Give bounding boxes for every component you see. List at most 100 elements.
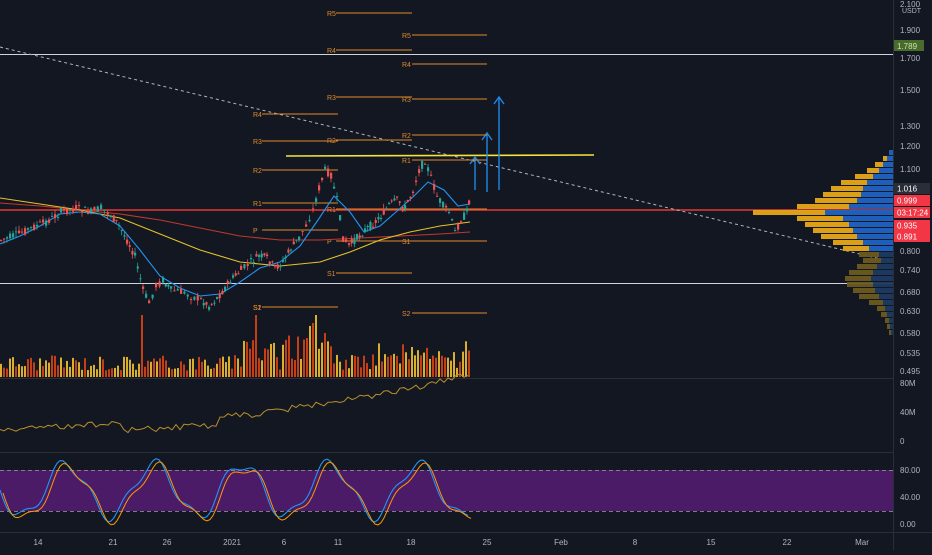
price-tag-text: 0.891 <box>897 233 918 242</box>
candle-body <box>126 239 129 244</box>
volume-bar <box>195 369 197 377</box>
stoch-tick-label: 0.00 <box>900 520 916 529</box>
stoch-d-line <box>2 461 472 526</box>
volume-profile-bar <box>873 174 893 179</box>
volume-bar <box>432 355 434 377</box>
pivot-label: R1 <box>327 207 336 214</box>
volume-bar <box>444 357 446 377</box>
volume-bar <box>27 359 29 377</box>
volume-bar <box>135 369 137 377</box>
candle-body <box>353 238 356 244</box>
candle-body <box>282 260 285 262</box>
candle-body <box>348 243 351 245</box>
volume-profile-bar <box>869 300 883 305</box>
indicator-value: 1.789 <box>897 42 918 51</box>
volume-bar <box>57 365 59 377</box>
candle-body <box>342 236 345 242</box>
volume-bar <box>246 341 248 377</box>
volume-profile-bar <box>887 156 893 161</box>
volume-bar <box>12 357 14 377</box>
candle-body <box>330 172 333 179</box>
candle-body <box>268 261 271 265</box>
candle-body <box>218 293 221 299</box>
price-tag <box>894 231 930 242</box>
candle-body <box>75 205 78 211</box>
candle-body <box>170 286 173 289</box>
volume-bar <box>204 359 206 377</box>
candle-body <box>57 216 60 218</box>
candle-body <box>142 286 145 289</box>
volume-bar <box>213 367 215 377</box>
candle-body <box>90 208 93 212</box>
candle-body <box>210 303 213 305</box>
volume-profile-bar <box>891 330 893 335</box>
volume-bar <box>324 332 326 377</box>
candle-body <box>232 275 235 278</box>
candle-body <box>24 228 27 235</box>
volume-bar <box>321 342 323 377</box>
candle-body <box>110 216 113 218</box>
candle-body <box>123 235 126 237</box>
volume-bar <box>381 361 383 377</box>
volume-bar <box>285 339 287 377</box>
price-tick-label: 0.535 <box>900 349 921 358</box>
volume-profile-bar <box>797 216 843 221</box>
volume-bar <box>453 352 455 377</box>
volume-bar <box>255 315 257 377</box>
volume-bar <box>138 363 140 377</box>
yellow-resistance-line[interactable] <box>285 154 595 157</box>
trendline-dashed[interactable] <box>0 46 894 263</box>
volume-bar <box>339 361 341 377</box>
volume-profile-bar <box>873 270 893 275</box>
candle-body <box>136 266 139 269</box>
volume-profile-bar <box>889 330 891 335</box>
volume-bar <box>270 343 272 377</box>
candle-body <box>30 226 33 228</box>
volume-bar <box>96 369 98 377</box>
volume-bar <box>117 365 119 377</box>
volume-profile-bar <box>879 252 893 257</box>
candle-body <box>274 264 277 267</box>
volume-bar <box>252 340 254 377</box>
candle-body <box>409 197 412 199</box>
candle-body <box>234 273 237 276</box>
volume-bar <box>417 350 419 377</box>
volume-bar <box>9 358 11 377</box>
volume-bar <box>0 363 2 377</box>
volume-bar <box>315 315 317 377</box>
candle-body <box>308 219 311 222</box>
volume-bar <box>363 355 365 377</box>
candle-body <box>106 212 109 215</box>
volume-profile-bar <box>883 156 887 161</box>
volume-bar <box>126 356 128 377</box>
candle-body <box>372 226 375 228</box>
candle-body <box>442 202 445 208</box>
volume-profile-bar <box>813 228 853 233</box>
pivot-label: R2 <box>402 133 411 140</box>
candle-body <box>213 302 216 304</box>
candle-body <box>208 306 211 310</box>
candle-body <box>155 283 158 288</box>
volume-bar <box>237 358 239 377</box>
moving-averages <box>0 181 471 297</box>
candle-body <box>72 208 75 212</box>
candle-body <box>131 251 134 255</box>
volume-profile-bar <box>863 186 893 191</box>
volume-profile-bar <box>887 324 890 329</box>
candle-body <box>3 238 6 240</box>
candle-body <box>167 284 170 287</box>
price-tick-label: 0.800 <box>900 247 921 256</box>
candle-body <box>454 230 457 232</box>
projection-arrows[interactable] <box>469 95 505 192</box>
volume-profile-bar <box>883 300 893 305</box>
candle-body <box>81 210 84 213</box>
candle-body <box>364 228 367 232</box>
volume-profile-bar <box>881 312 887 317</box>
volume-profile-bar <box>849 270 873 275</box>
price-tag <box>894 195 930 206</box>
volume-bar <box>69 366 71 377</box>
volume-bar <box>420 355 422 377</box>
candle-body <box>276 264 279 269</box>
